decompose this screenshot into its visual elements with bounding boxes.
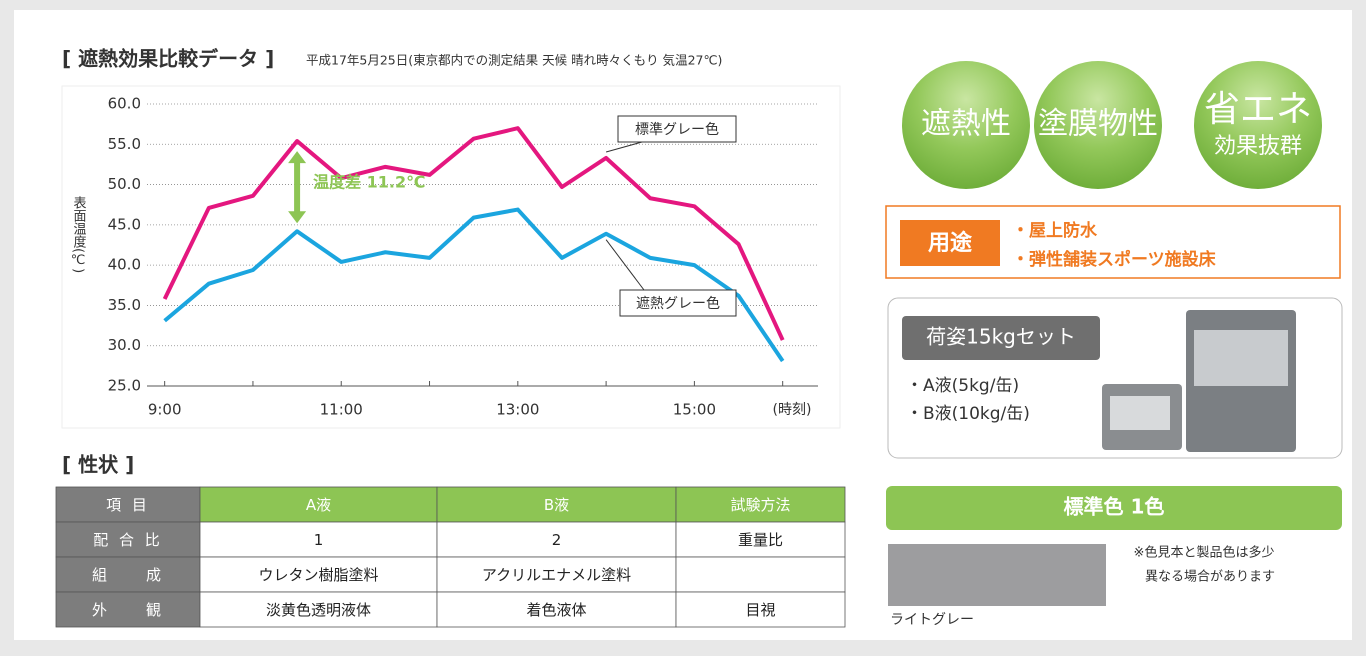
y-tick-label: 60.0 [108, 95, 141, 113]
y-tick-label: 55.0 [108, 135, 141, 153]
chart-subtitle: 平成17年5月25日(東京都内での測定結果 天候 晴れ時々くもり 気温27℃) [306, 53, 722, 68]
x-tick-label: 9:00 [148, 401, 182, 419]
table-cell [676, 557, 845, 592]
table-text: 目視 [745, 601, 775, 619]
y-tick-label: 40.0 [108, 256, 141, 274]
table-text: 配 合 比 [93, 531, 163, 549]
standard-color-title: 標準色 1色 [1064, 495, 1165, 519]
table-text: 淡黄色透明液体 [266, 601, 371, 619]
legend-label: 標準グレー色 [635, 121, 719, 138]
x-tick-label: 13:00 [496, 401, 539, 419]
usage-item: ・弾性舗装スポーツ施設床 [1012, 249, 1217, 270]
color-note: 異なる場合があります [1145, 570, 1275, 585]
y-tick-label: 35.0 [108, 296, 141, 314]
package-label: 荷姿15kgセット [926, 325, 1076, 349]
feature-label: 遮熱性 [921, 107, 1011, 142]
usage-item: ・屋上防水 [1012, 220, 1098, 241]
color-swatch [888, 544, 1106, 606]
y-tick-label: 25.0 [108, 377, 141, 395]
table-text: 外 観 [92, 601, 164, 619]
x-axis-label: (時刻) [773, 402, 812, 418]
feature-sub: 効果抜群 [1214, 134, 1302, 159]
table-header: 試験方法 [730, 496, 790, 514]
chart-title: [ 遮熱効果比較データ ] [62, 47, 274, 71]
table-header: A液 [306, 496, 331, 514]
table-text: 着色液体 [526, 601, 586, 619]
table-header: B液 [544, 496, 569, 514]
feature-label: 省エネ [1204, 89, 1312, 130]
can-label [1194, 330, 1288, 386]
table-header: 項 目 [106, 496, 150, 514]
y-tick-label: 30.0 [108, 336, 141, 354]
annotation: 温度差 11.2℃ [312, 173, 425, 192]
package-item: ・B液(10kg/缶) [906, 404, 1030, 424]
table-text: 組 成 [92, 566, 164, 584]
table-text: ウレタン樹脂塗料 [258, 566, 378, 584]
feature-label: 塗膜物性 [1038, 107, 1158, 142]
screen: [ 遮熱効果比較データ ] 平成17年5月25日(東京都内での測定結果 天候 晴… [0, 0, 1366, 656]
color-note: ※色見本と製品色は多少 [1134, 545, 1275, 561]
x-tick-label: 11:00 [320, 401, 363, 419]
usage-label: 用途 [928, 230, 973, 256]
page: {"chart_data": {"type": "line", "title":… [0, 0, 1366, 656]
can-label [1110, 396, 1170, 430]
table-title: [ 性状 ] [62, 453, 134, 477]
y-axis-label: 表面温度(℃) [71, 196, 87, 273]
table-text: 1 [314, 531, 324, 549]
swatch-label: ライトグレー [890, 612, 974, 628]
y-tick-label: 50.0 [108, 175, 141, 193]
y-tick-label: 45.0 [108, 215, 141, 233]
table-text: 重量比 [738, 531, 783, 549]
table-text: 2 [552, 531, 562, 549]
package-item: ・A液(5kg/缶) [906, 376, 1019, 396]
table-text: アクリルエナメル塗料 [482, 566, 631, 584]
legend-label: 遮熱グレー色 [636, 295, 720, 312]
x-tick-label: 15:00 [673, 401, 716, 419]
